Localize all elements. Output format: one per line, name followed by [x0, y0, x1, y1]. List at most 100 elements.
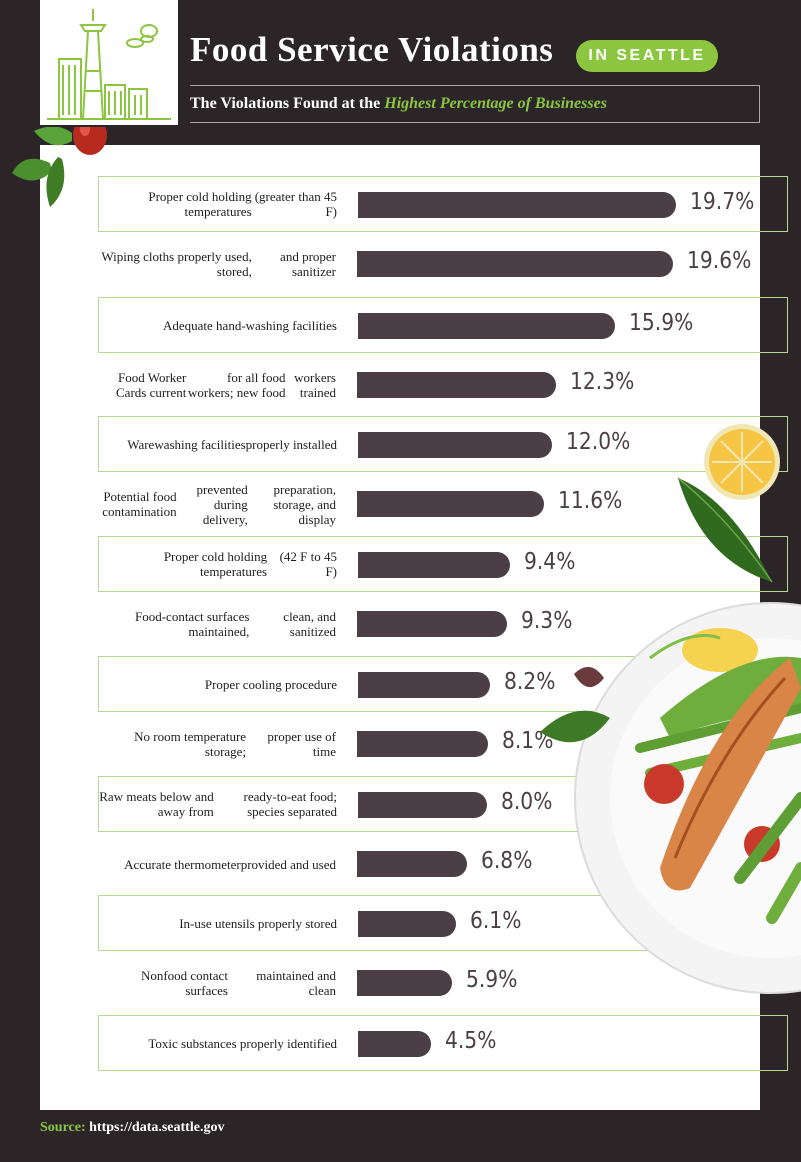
bar: [357, 851, 467, 877]
bar-category-label-line: Proper cold holding temperatures: [163, 549, 268, 579]
bar-category-label-line: and proper sanitizer: [280, 249, 336, 279]
bar-row: Proper cold holding temperatures (greater…: [98, 176, 788, 232]
bar: [357, 251, 673, 277]
bar-category-label: In-use utensils properly stored: [99, 896, 337, 950]
bar-value-label: 8.0%: [501, 789, 553, 815]
bar-category-label: Wiping cloths properly used, stored, and …: [98, 236, 336, 292]
source-url[interactable]: https://data.seattle.gov: [89, 1120, 225, 1135]
bar-category-label-line: Accurate thermometer: [124, 856, 241, 872]
bar-category-label: Warewashing facilities properly installed: [99, 417, 337, 471]
bar-row: Wiping cloths properly used, stored, and …: [98, 236, 788, 292]
bar-category-label-line: maintained and clean: [256, 968, 336, 998]
bar-value-label: 6.1%: [470, 908, 522, 934]
bar-category-label-line: clean, and sanitized: [283, 609, 336, 639]
bar-category-label-line: Warewashing facilities: [127, 436, 246, 452]
bar-value-label: 12.3%: [570, 369, 635, 395]
source-line: Source: https://data.seattle.gov: [40, 1120, 224, 1136]
bar-value-label: 5.9%: [466, 967, 518, 993]
bar-category-label-line: Wiping cloths properly used, stored,: [101, 249, 252, 279]
bar-category-label: No room temperature storage; proper use o…: [98, 716, 336, 772]
bar-category-label: Potential food contamination prevented du…: [98, 476, 336, 532]
bar-category-label-line: In-use utensils properly stored: [179, 915, 337, 931]
bar-category-label: Adequate hand-washing facilities: [99, 298, 337, 352]
bar-category-label: Food-contact surfaces maintained, clean, …: [98, 596, 336, 652]
bar-category-label-line: Food Worker Cards current: [116, 370, 187, 400]
source-label: Source:: [40, 1120, 86, 1135]
bar-category-label-line: Proper cold holding temperatures: [148, 189, 252, 219]
bar-category-label-line: preparation, storage, and display: [273, 481, 336, 527]
bar-category-label-line: proper use of time: [267, 729, 336, 759]
bar-category-label-line: Food-contact surfaces maintained,: [134, 609, 250, 639]
bar-value-label: 9.3%: [521, 608, 573, 634]
bar: [358, 552, 510, 578]
bar-value-label: 4.5%: [445, 1028, 497, 1054]
bar-row: Accurate thermometer provided and used 6.8…: [98, 836, 788, 892]
bar: [357, 372, 556, 398]
bar-category-label-line: for all food workers; new food: [187, 370, 286, 400]
bar-value-label: 15.9%: [629, 310, 694, 336]
bar-category-label: Accurate thermometer provided and used: [98, 836, 336, 892]
bar-category-label-line: Potential food contamination: [102, 489, 177, 519]
bar-row: Raw meats below and away from ready-to-ea…: [98, 776, 788, 832]
bar-category-label: Raw meats below and away from ready-to-ea…: [99, 777, 337, 831]
bar: [358, 792, 487, 818]
bar-row: Warewashing facilities properly installed…: [98, 416, 788, 472]
lemon-leaf-decoration: [677, 424, 780, 583]
bar: [357, 970, 452, 996]
bar: [358, 672, 490, 698]
bar-value-label: 11.6%: [558, 488, 623, 514]
bar-category-label-line: ready-to-eat food; species separated: [243, 789, 337, 819]
bar-category-label-line: provided and used: [240, 856, 336, 872]
bar-row: Adequate hand-washing facilities 15.9%: [98, 297, 788, 353]
bar: [358, 313, 615, 339]
bar-category-label-line: Raw meats below and away from: [99, 789, 214, 819]
bar: [357, 731, 488, 757]
bar: [357, 611, 507, 637]
bar-category-label-line: workers trained: [294, 370, 336, 400]
bar-row: Nonfood contact surfaces maintained and c…: [98, 955, 788, 1011]
bar: [358, 1031, 431, 1057]
bar-row: In-use utensils properly stored 6.1%: [98, 895, 788, 951]
subtitle: The Violations Found at the Highest Perc…: [190, 85, 760, 123]
bar-category-label-line: properly installed: [245, 436, 337, 452]
bar-row: Proper cooling procedure 8.2%: [98, 656, 788, 712]
bar-row: Food Worker Cards current for all food wo…: [98, 357, 788, 413]
bar-row: Potential food contamination prevented du…: [98, 476, 788, 532]
bar-row: Toxic substances properly identified 4.5%: [98, 1015, 788, 1071]
salmon-plate-decoration: [540, 602, 801, 994]
bar-category-label-line: (greater than 45 F): [254, 189, 337, 219]
bar-value-label: 9.4%: [524, 549, 576, 575]
bar: [358, 911, 456, 937]
bar-category-label: Proper cold holding temperatures (42 F to…: [99, 537, 337, 591]
subtitle-prefix: The Violations Found at the: [190, 95, 385, 112]
bar-category-label-line: (42 F to 45 F): [279, 549, 337, 579]
bar: [358, 432, 552, 458]
bar-category-label-line: No room temperature storage;: [134, 729, 247, 759]
bar-category-label-line: Adequate hand-washing facilities: [163, 317, 337, 333]
bar-category-label: Food Worker Cards current for all food wo…: [98, 357, 336, 413]
bar-row: Proper cold holding temperatures (42 F to…: [98, 536, 788, 592]
bar-category-label-line: Nonfood contact surfaces: [140, 968, 228, 998]
seattle-skyline-logo: [40, 0, 178, 125]
page-title: Food Service Violations: [190, 30, 554, 69]
bar-value-label: 8.2%: [504, 669, 556, 695]
bar-row: Food-contact surfaces maintained, clean, …: [98, 596, 788, 652]
bar-category-label-line: Toxic substances properly identified: [148, 1035, 337, 1051]
bar-value-label: 19.6%: [687, 248, 752, 274]
bar-value-label: 6.8%: [481, 848, 533, 874]
bar-category-label: Proper cold holding temperatures (greater…: [99, 177, 337, 231]
location-badge: IN SEATTLE: [576, 40, 718, 72]
bar-category-label: Proper cooling procedure: [99, 657, 337, 711]
basil-tomato-decoration: [12, 127, 107, 207]
bar-category-label-line: prevented during delivery,: [196, 481, 248, 527]
bar-value-label: 12.0%: [566, 429, 631, 455]
seattle-skyline-icon: [47, 9, 171, 120]
bar-category-label: Toxic substances properly identified: [99, 1016, 337, 1070]
subtitle-highlight: Highest Percentage of Businesses: [384, 95, 607, 112]
bar-category-label-line: Proper cooling procedure: [204, 676, 337, 692]
bar: [358, 192, 676, 218]
chart-panel: Proper cold holding temperatures (greater…: [12, 127, 788, 1110]
bar-value-label: 19.7%: [690, 189, 755, 215]
bar-category-label: Nonfood contact surfaces maintained and c…: [98, 955, 336, 1011]
bar: [357, 491, 544, 517]
